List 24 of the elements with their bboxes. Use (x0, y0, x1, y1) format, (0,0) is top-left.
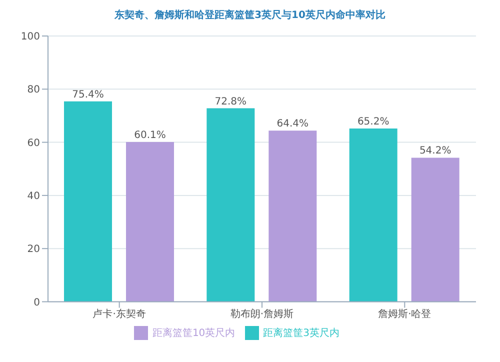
x-tick-label: 詹姆斯·哈登 (378, 308, 432, 320)
y-tick-label: 20 (27, 244, 40, 256)
y-tick-label: 60 (27, 138, 40, 149)
x-tick-label: 勒布朗·詹姆斯 (230, 308, 294, 320)
bar (64, 101, 112, 302)
y-tick-label: 0 (34, 297, 40, 308)
y-tick-label: 80 (27, 84, 40, 96)
data-label: 60.1% (134, 130, 166, 142)
chart-title: 东契奇、詹姆斯和哈登距离篮筐3英尺与10英尺内命中率对比 (114, 8, 386, 22)
data-label: 72.8% (214, 96, 247, 108)
data-label: 65.2% (357, 116, 390, 128)
data-label: 64.4% (276, 118, 309, 130)
bar (206, 108, 255, 302)
data-label: 75.4% (72, 89, 104, 100)
x-tick-label: 卢卡·东契奇 (92, 308, 146, 320)
y-tick-label: 100 (20, 32, 40, 43)
legend-label: 距离篮筐3英尺内 (263, 328, 340, 339)
bar (268, 130, 317, 302)
data-label: 54.2% (419, 146, 452, 157)
legend-label: 距离篮筐10英尺内 (152, 328, 236, 339)
bar (349, 128, 398, 302)
bar (411, 158, 460, 302)
y-tick-label: 40 (27, 190, 40, 202)
bar (126, 142, 174, 302)
